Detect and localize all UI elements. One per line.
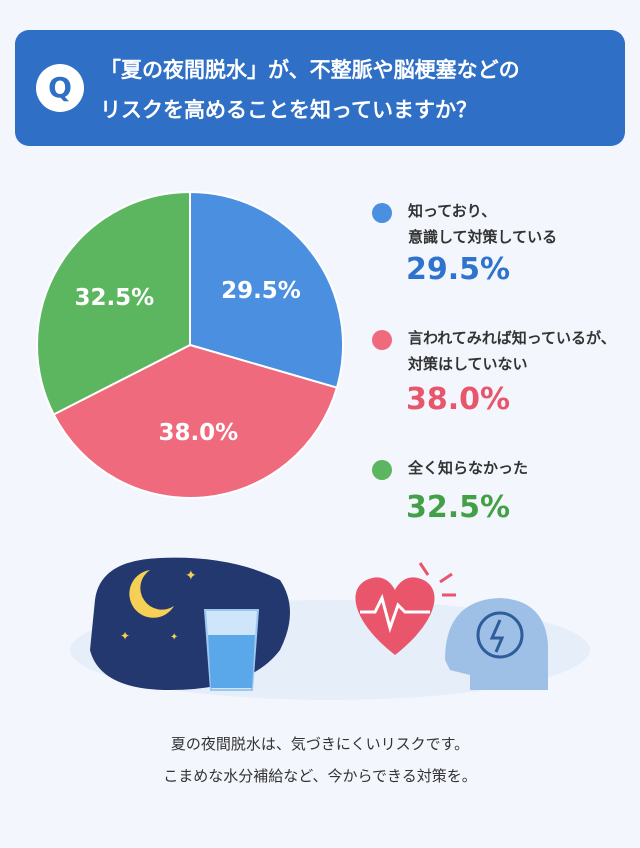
data-label: 29.5% (221, 278, 301, 304)
legend-marker (372, 460, 392, 480)
pie-slice (36, 190, 191, 416)
badge: Q (36, 64, 84, 112)
svg-text:✦: ✦ (185, 568, 197, 584)
legend-label: 全く知らなかった (408, 459, 529, 477)
svg-text:✦: ✦ (170, 632, 178, 643)
pie-slice (189, 190, 344, 389)
footer: 夏の夜間脱水は、気づきにくいリスクです。 こまめな水分補給など、今からできる対策… (163, 735, 477, 785)
title-box (15, 30, 625, 146)
pie-slice (52, 343, 339, 499)
legend-marker (372, 330, 392, 350)
legend-value: 38.0% (406, 382, 511, 417)
svg-text:✦: ✦ (120, 629, 130, 643)
legend-value: 32.5% (406, 490, 511, 525)
legend-label: 知っており、 意識して対策している (408, 202, 558, 246)
legend-marker (372, 203, 392, 223)
illustration: ✦ ✦ ✦ (70, 557, 590, 700)
chart-title: 「夏の夜間脱水」が、不整脈や脳梗塞などの リスクを高めることを知っていますか？ (100, 58, 520, 122)
data-label: 32.5% (74, 285, 154, 311)
legend-label: 言われてみれば知っているが、 対策はしていない (408, 329, 616, 373)
data-label: 38.0% (158, 420, 238, 446)
legend-value: 29.5% (406, 252, 511, 287)
